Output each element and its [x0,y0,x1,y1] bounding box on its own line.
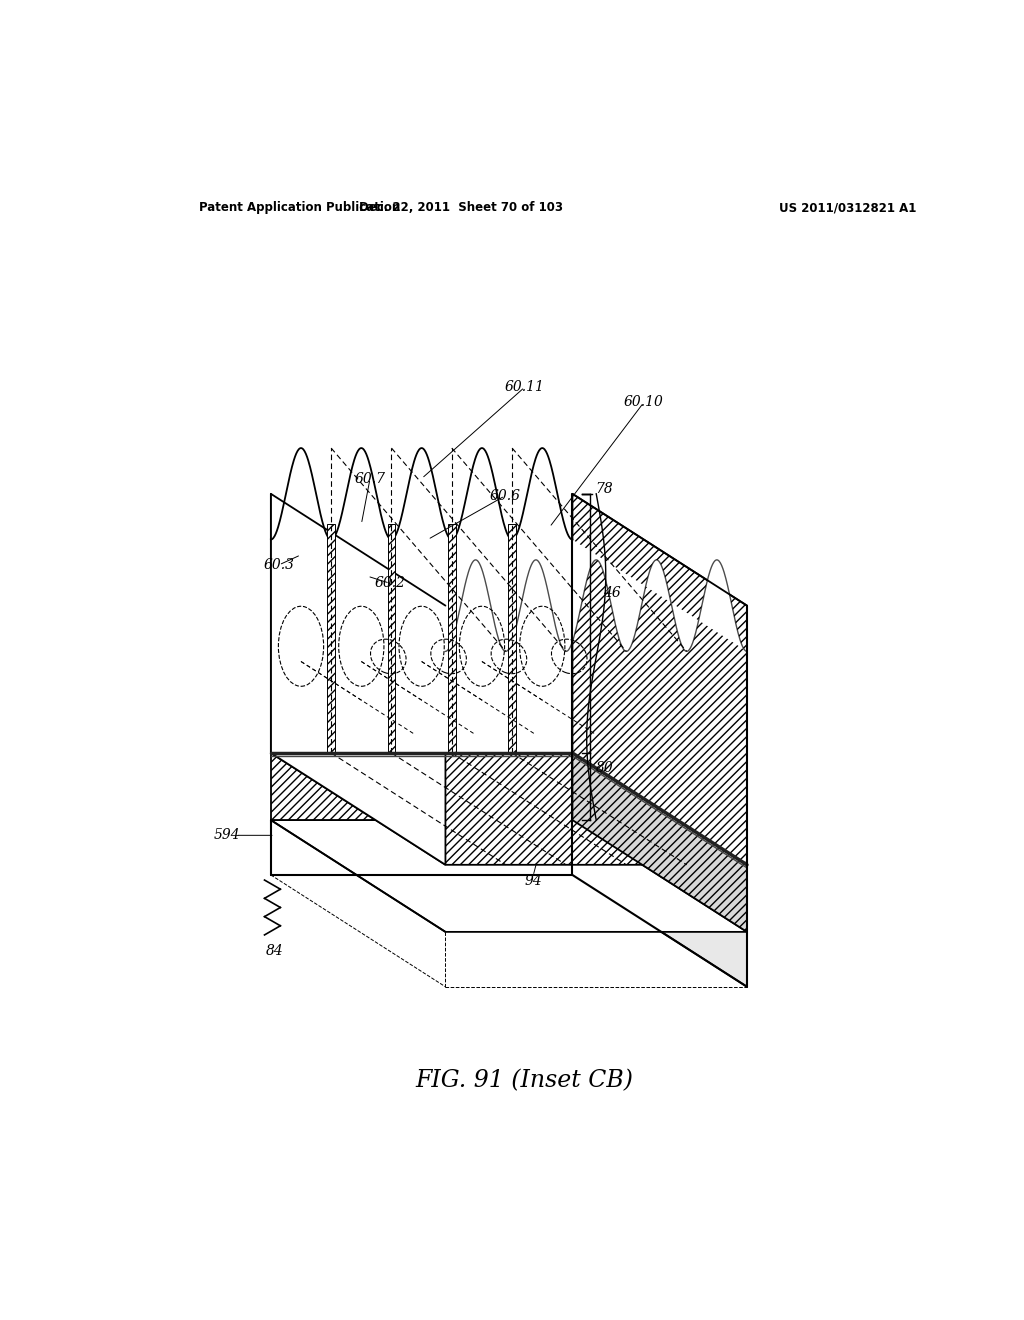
Text: 46: 46 [603,586,621,599]
Text: 60.2: 60.2 [375,577,406,590]
Polygon shape [572,752,748,932]
Polygon shape [270,447,572,752]
Text: 60.3: 60.3 [263,558,294,572]
Text: FIG. 91 (Inset CB): FIG. 91 (Inset CB) [416,1069,634,1092]
Polygon shape [270,447,572,752]
Polygon shape [270,820,748,932]
Polygon shape [328,524,335,752]
Text: US 2011/0312821 A1: US 2011/0312821 A1 [778,201,916,214]
Text: 94: 94 [524,874,542,888]
Polygon shape [270,494,445,865]
Text: 60.7: 60.7 [354,471,386,486]
Polygon shape [449,524,456,752]
Text: 84: 84 [266,944,284,958]
Text: Dec. 22, 2011  Sheet 70 of 103: Dec. 22, 2011 Sheet 70 of 103 [359,201,563,214]
Polygon shape [572,820,748,987]
Polygon shape [388,524,395,752]
Polygon shape [270,820,572,875]
Text: 78: 78 [595,482,613,496]
Text: 60.6: 60.6 [489,488,520,503]
Polygon shape [508,524,516,752]
Polygon shape [270,752,572,820]
Polygon shape [270,447,748,651]
Text: 594: 594 [214,829,241,842]
Polygon shape [572,494,748,865]
Polygon shape [270,752,748,865]
Text: 80: 80 [595,762,613,775]
Text: 60.10: 60.10 [624,395,664,409]
Text: Patent Application Publication: Patent Application Publication [200,201,400,214]
Text: 60.11: 60.11 [505,380,545,395]
